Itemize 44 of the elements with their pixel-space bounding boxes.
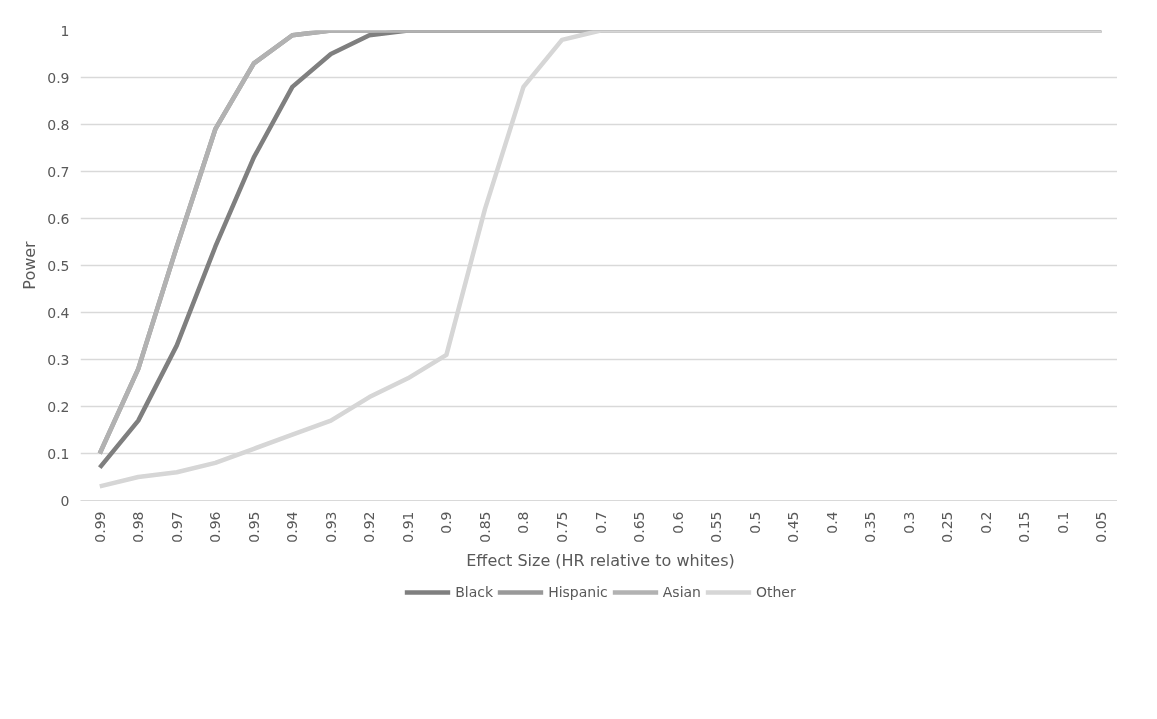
y-tick-label: 0.3 [47, 351, 70, 368]
x-tick-label: 0.1 [1054, 511, 1071, 534]
y-axis-title: Power [20, 240, 40, 290]
x-tick-label: 0.25 [939, 511, 956, 543]
y-tick-label: 0.7 [47, 163, 70, 180]
x-tick-label: 0.85 [476, 511, 493, 543]
x-tick-label: 0.55 [708, 511, 725, 543]
legend-label: Hispanic [548, 584, 608, 600]
y-tick-label: 0.9 [47, 69, 70, 86]
x-tick-label: 0.2 [977, 511, 994, 534]
x-tick-label: 0.45 [785, 511, 802, 543]
x-tick-label: 0.65 [631, 511, 648, 543]
x-tick-label: 0.99 [91, 511, 108, 543]
x-tick-label: 0.93 [322, 511, 339, 543]
x-tick-label: 0.15 [1016, 511, 1033, 543]
y-tick-label: 0.2 [47, 398, 70, 415]
x-tick-label: 0.92 [361, 511, 378, 543]
y-tick-label: 0 [60, 492, 70, 509]
x-tick-label: 0.96 [207, 511, 224, 543]
x-tick-label: 0.35 [862, 511, 879, 543]
x-tick-label: 0.3 [900, 511, 917, 534]
x-tick-label: 0.8 [515, 511, 532, 534]
x-tick-label: 0.6 [669, 511, 686, 534]
x-tick-label: 0.97 [168, 511, 185, 543]
x-tick-label: 0.94 [284, 511, 301, 543]
x-tick-label: 0.95 [245, 511, 262, 543]
y-tick-label: 0.1 [47, 445, 70, 462]
legend-label: Other [755, 584, 796, 600]
x-tick-label: 0.9 [438, 511, 455, 534]
legend-label: Black [455, 584, 494, 600]
x-tick-label: 0.75 [553, 511, 570, 543]
y-tick-label: 0.8 [47, 116, 70, 133]
x-tick-label: 0.91 [399, 511, 416, 543]
x-tick-label: 0.05 [1093, 511, 1110, 543]
x-tick-label: 0.98 [130, 511, 147, 543]
x-tick-label: 0.5 [746, 511, 763, 534]
x-axis-title: Effect Size (HR relative to whites) [466, 550, 735, 570]
y-tick-label: 1 [60, 22, 70, 39]
y-tick-label: 0.6 [47, 210, 70, 227]
legend-label: Asian [662, 584, 701, 600]
x-tick-label: 0.7 [592, 511, 609, 534]
x-tick-label: 0.4 [823, 511, 840, 534]
y-tick-label: 0.5 [47, 257, 70, 274]
y-tick-label: 0.4 [47, 304, 70, 321]
